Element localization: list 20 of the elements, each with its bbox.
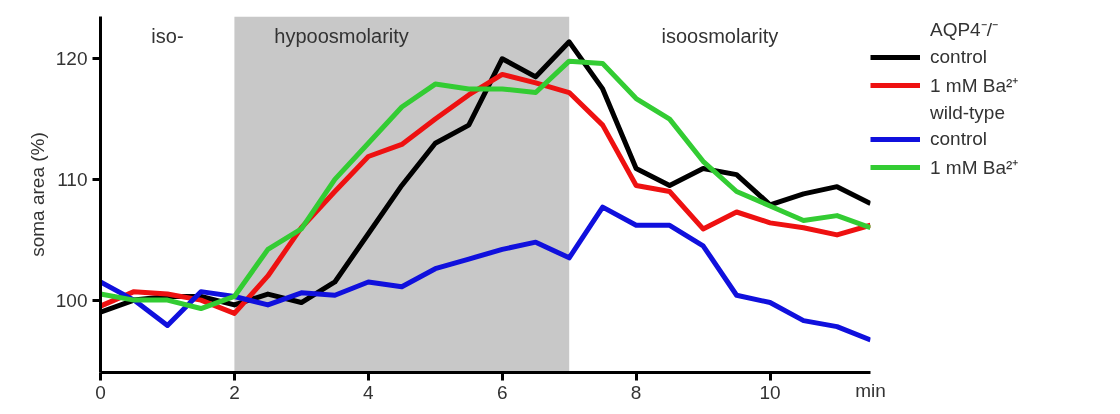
- legend-label: 1 mM Ba²⁺: [930, 156, 1019, 180]
- y-axis-title: soma area (%): [26, 132, 48, 257]
- annotation: iso-: [151, 24, 184, 47]
- y-tick-label: 110: [57, 168, 88, 190]
- x-tick-label: 6: [496, 381, 508, 403]
- x-tick-label: 0: [95, 381, 106, 403]
- legend-label: control: [930, 128, 988, 150]
- y-tick-label: 120: [55, 48, 88, 70]
- annotation: isoosmolarity: [661, 24, 779, 47]
- text: AQP4⁻/⁻: [930, 19, 998, 40]
- x-axis-title: min: [855, 379, 886, 401]
- x-tick-label: 10: [759, 381, 781, 403]
- text: wild-type: [930, 102, 1005, 123]
- legend-label: control: [930, 46, 988, 68]
- y-tick-label: 100: [55, 289, 88, 311]
- band-label: hypoosmolarity: [274, 24, 409, 47]
- x-tick-label: 8: [630, 381, 642, 403]
- x-tick-label: 2: [229, 381, 240, 403]
- legend-label: 1 mM Ba²⁺: [930, 74, 1019, 98]
- x-tick-label: 4: [363, 381, 375, 403]
